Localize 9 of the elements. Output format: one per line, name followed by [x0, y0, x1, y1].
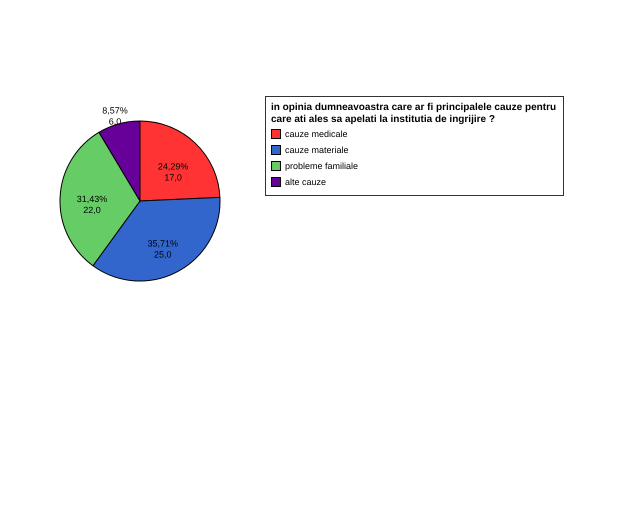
data-label: 35,71% 25,0: [147, 238, 178, 260]
data-label: 31,43% 22,0: [76, 194, 108, 215]
legend-label: cauze medicale: [285, 129, 348, 139]
legend-label: probleme familiale: [285, 161, 358, 171]
legend-title: in opinia dumneavoastra care ar fi principalele cauze pentru care ati ales sa apelati la institutia de ingrijire ?: [271, 102, 556, 125]
data-label: 24,29% 17,0: [158, 161, 188, 182]
legend-label: cauze materiale: [285, 145, 349, 155]
legend-label: alte cauze: [285, 177, 326, 187]
data-label: 8,57% 6,0: [102, 105, 128, 126]
